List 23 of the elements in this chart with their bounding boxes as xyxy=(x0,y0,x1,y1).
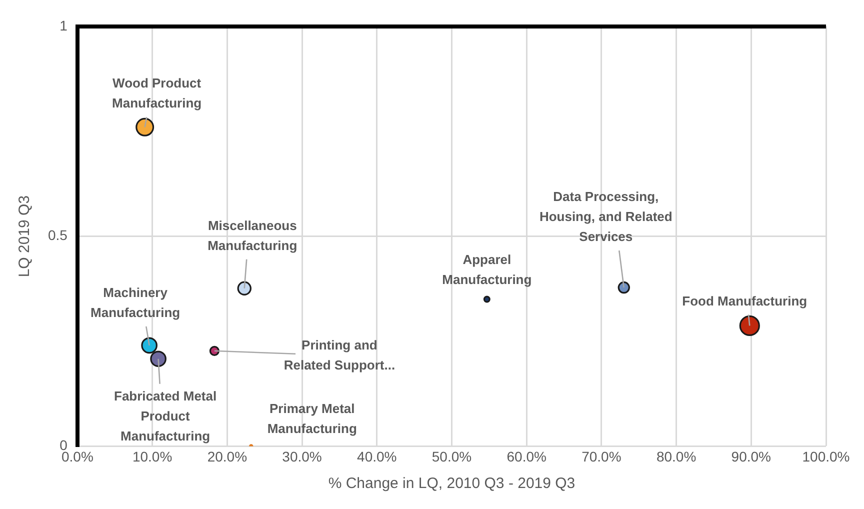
y-tick-label: 1 xyxy=(60,17,68,34)
annotation: Food Manufacturing xyxy=(682,293,808,308)
x-tick-label: 90.0% xyxy=(731,448,771,464)
x-tick-label: 100.0% xyxy=(802,448,850,464)
annotation: Wood Product Manufacturing xyxy=(112,76,202,111)
x-tick-label: 70.0% xyxy=(582,448,622,464)
y-axis-title: LQ 2019 Q3 xyxy=(16,195,34,278)
annotation: Machinery Manufacturing xyxy=(90,285,180,320)
x-tick-label: 60.0% xyxy=(506,448,546,464)
annotation: Miscellaneous Manufacturing xyxy=(208,218,298,253)
annotation: Apparel Manufacturing xyxy=(442,252,532,287)
x-tick-label: 10.0% xyxy=(132,448,172,464)
x-axis-title: % Change in LQ, 2010 Q3 - 2019 Q3 xyxy=(328,475,576,492)
y-tick-label: 0.5 xyxy=(48,227,68,244)
x-tick-label: 20.0% xyxy=(207,448,248,464)
annotation: Primary Metal Manufacturing xyxy=(267,400,357,436)
annotation: Data Processing, Housing, and Related Services xyxy=(539,189,672,244)
x-tick-label: 40.0% xyxy=(357,448,397,464)
x-tick-label: 30.0% xyxy=(282,448,322,464)
x-tick-label: 80.0% xyxy=(656,448,696,464)
annotation: Fabricated Metal Product Manufacturing xyxy=(114,388,217,444)
annotation: Printing and Related Support... xyxy=(284,337,396,372)
x-tick-label: 50.0% xyxy=(432,448,472,464)
